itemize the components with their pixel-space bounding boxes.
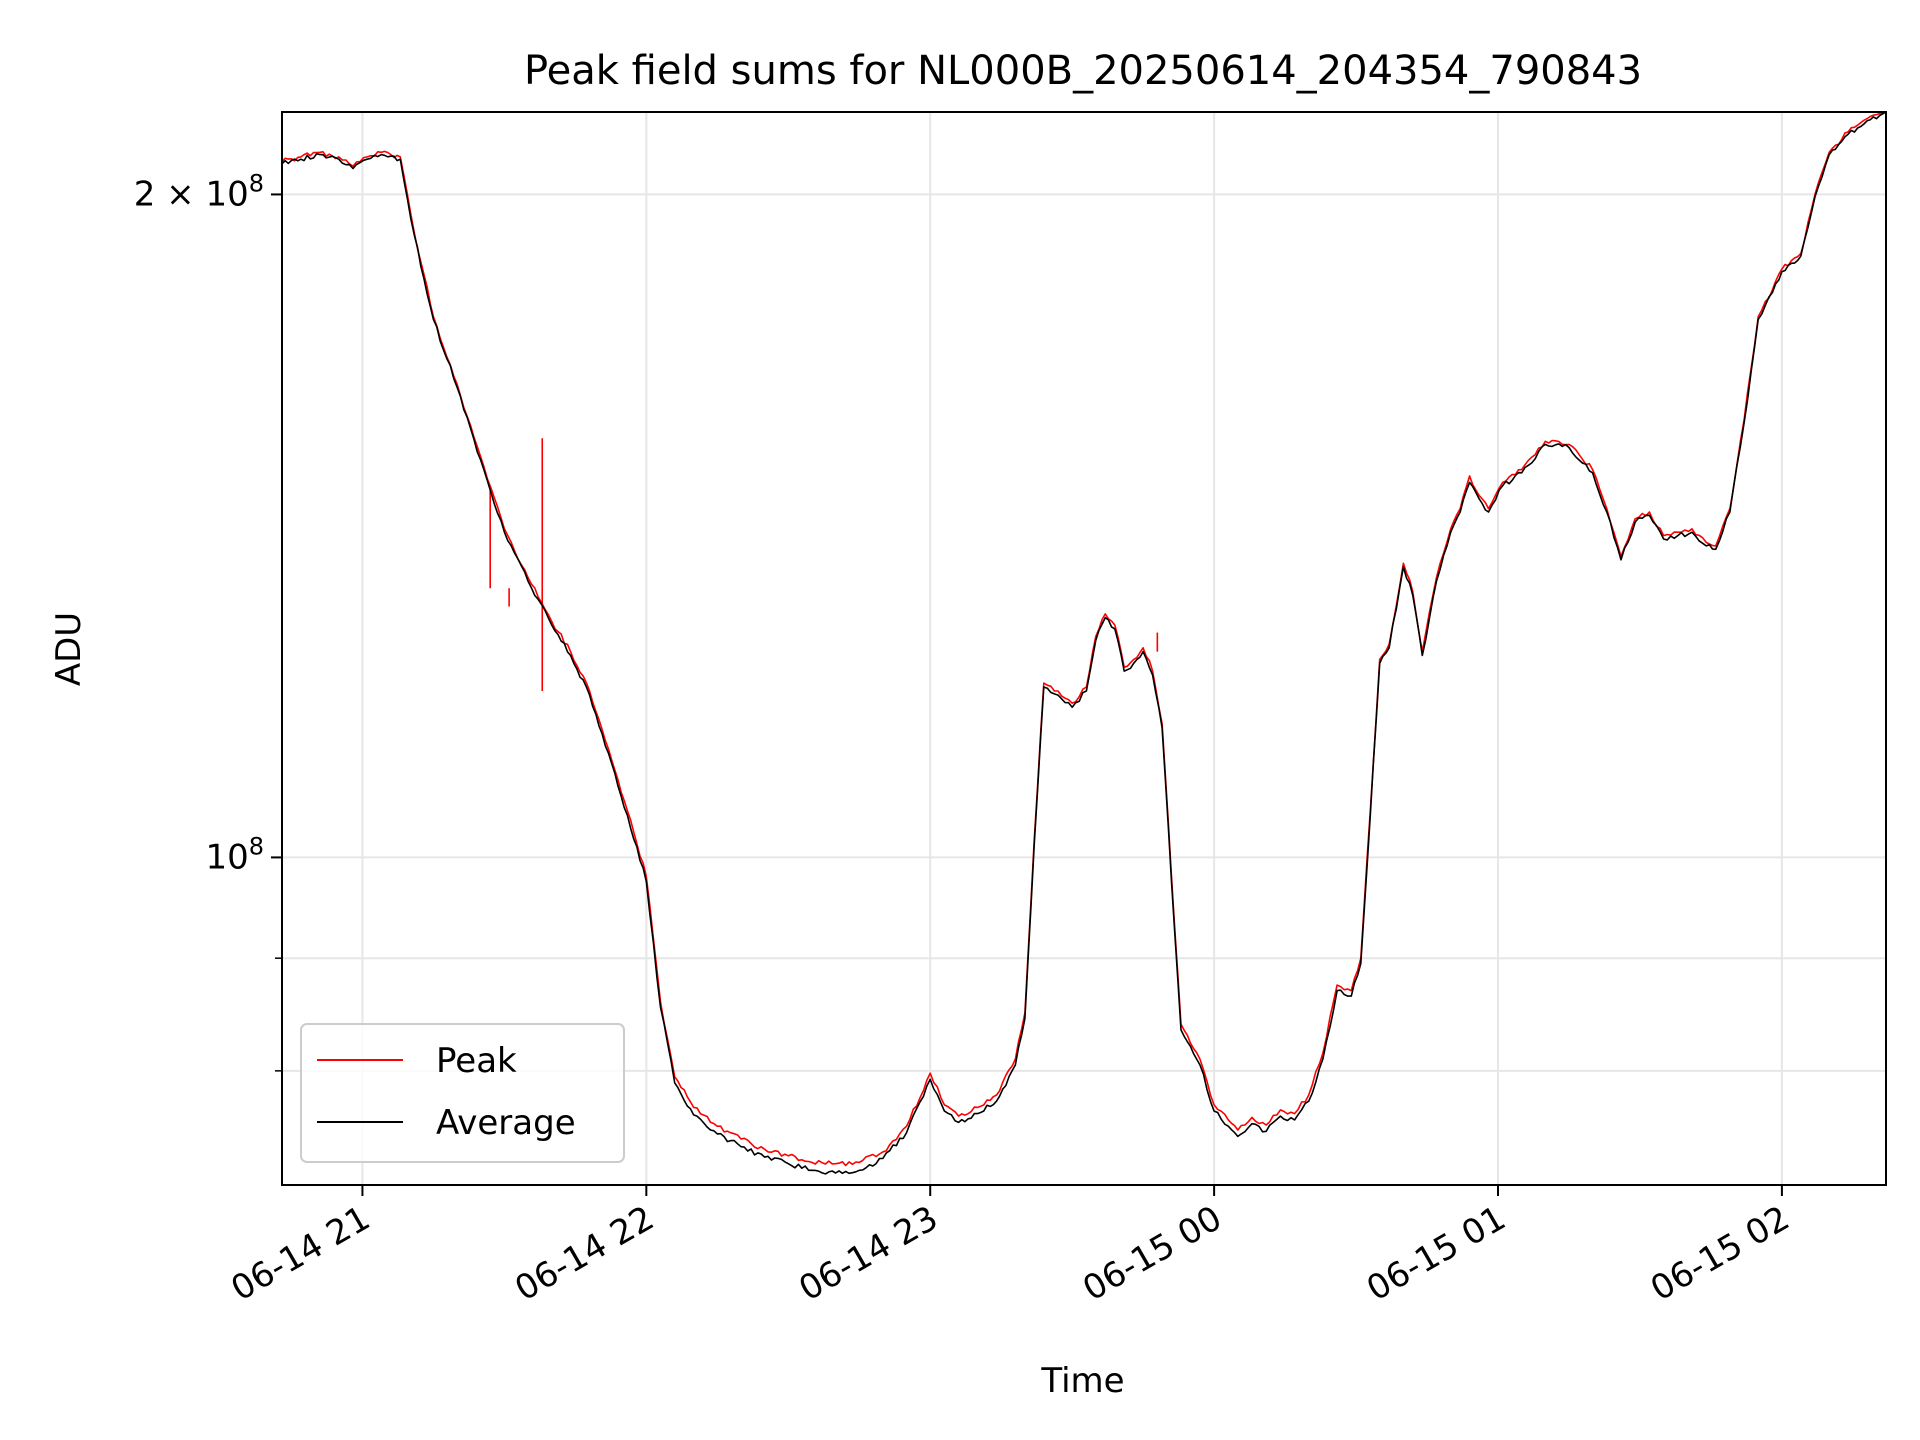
legend-box [300,1023,625,1163]
legend-label-average: Average [436,1103,576,1143]
series-line-peak [281,111,1887,1167]
x-axis-label: Time [1040,1361,1124,1401]
y-axis-label: ADU [49,612,89,686]
series-line-average [281,111,1887,1175]
chart-title: Peak field sums for NL000B_20250614_2043… [524,48,1642,94]
legend-label-peak: Peak [436,1041,517,1081]
grid-lines [282,112,1886,1185]
series-layer [281,111,1887,1175]
plot-frame [281,111,1887,1186]
legend: Peak Average [300,1023,625,1163]
y-tick-label: 2 × 108 [134,169,264,214]
